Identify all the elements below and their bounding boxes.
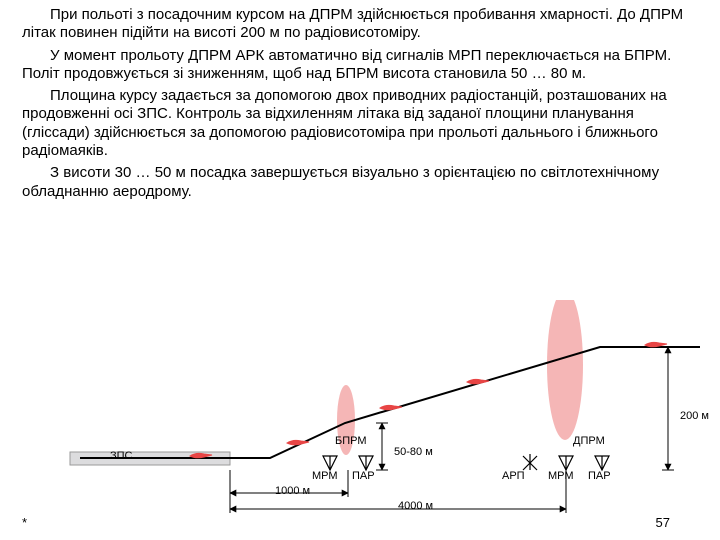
label-h-bprm: 50-80 м xyxy=(394,446,433,458)
footer-asterisk: * xyxy=(22,515,27,530)
label-par-1: ПАР xyxy=(352,470,375,482)
paragraph-3: Площина курсу задається за допомогою дво… xyxy=(22,87,698,160)
paragraph-2: У момент прольоту ДПРМ АРК автоматично в… xyxy=(22,47,698,84)
label-mrm-1: МРМ xyxy=(312,470,338,482)
label-h-dprm: 200 м xyxy=(680,410,709,422)
label-zps: ЗПС xyxy=(110,450,133,462)
label-dprm: ДПРМ xyxy=(573,435,605,447)
label-par-2: ПАР xyxy=(588,470,611,482)
label-bprm: БПРМ xyxy=(335,435,367,447)
paragraph-4: З висоти 30 … 50 м посадка завершується … xyxy=(22,164,698,201)
document-text: При польоті з посадочним курсом на ДПРМ … xyxy=(22,6,698,205)
page-number: 57 xyxy=(656,515,670,530)
landing-diagram: ЗПС БПРМ МРМ ПАР ДПРМ АРП МРМ ПАР 50-80 … xyxy=(0,300,720,540)
label-d-dprm: 4000 м xyxy=(398,500,433,512)
label-d-bprm: 1000 м xyxy=(275,485,310,497)
paragraph-1: При польоті з посадочним курсом на ДПРМ … xyxy=(22,6,698,43)
label-arp: АРП xyxy=(502,470,525,482)
label-mrm-2: МРМ xyxy=(548,470,574,482)
